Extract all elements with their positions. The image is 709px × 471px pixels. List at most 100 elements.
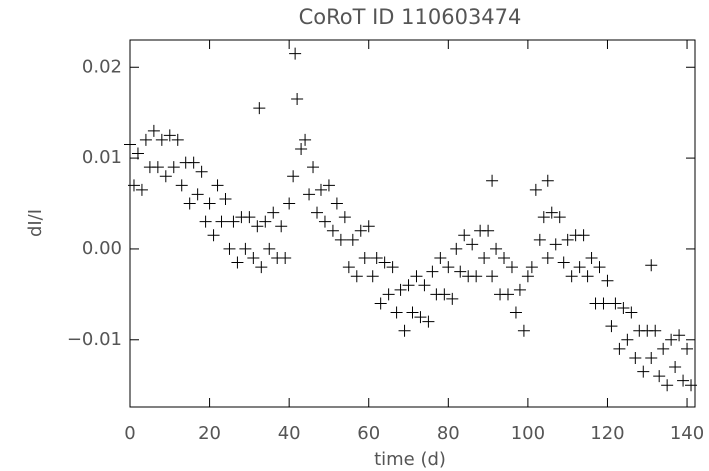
x-tick-label: 120 [590,423,624,444]
data-point [617,301,630,314]
data-point [187,156,200,169]
data-point [677,374,690,387]
data-point [545,206,558,219]
data-point [557,256,570,269]
data-point [247,252,260,265]
data-point [561,233,574,246]
data-point [358,252,371,265]
data-point [338,211,351,224]
data-point [537,211,550,224]
data-point [422,315,435,328]
data-point [322,179,335,192]
data-point [374,297,387,310]
data-point [410,270,423,283]
data-point [661,379,674,392]
data-point [414,311,427,324]
data-point [426,265,439,278]
x-axis-label: time (d) [374,449,446,470]
data-point [565,270,578,283]
data-point [255,261,268,274]
data-point [482,224,495,237]
y-tick-label: −0.01 [67,329,122,350]
data-point [131,147,144,160]
data-point [585,252,598,265]
data-point [442,261,455,274]
y-tick-label: 0.02 [82,56,122,77]
data-point [533,233,546,246]
data-point [541,174,554,187]
data-point [446,292,459,305]
data-point [171,133,184,146]
data-point [525,261,538,274]
data-point [183,197,196,210]
data-point [629,351,642,364]
y-axis-label: dI/I [25,209,46,237]
data-point [458,229,471,242]
data-point [665,333,678,346]
chart-title: CoRoT ID 110603474 [299,5,522,29]
data-point [279,252,292,265]
data-point [685,379,698,392]
data-point [263,242,276,255]
data-point [350,270,363,283]
data-point [645,259,658,272]
data-point [553,211,566,224]
data-point [147,124,160,137]
data-point [195,165,208,178]
data-point [649,324,662,337]
data-point [267,206,280,219]
y-tick-label: 0.01 [82,147,122,168]
data-point [223,242,236,255]
data-point [354,224,367,237]
data-point [378,256,391,269]
data-point [207,229,220,242]
data-point [289,47,302,60]
data-point [203,197,216,210]
data-point [307,161,320,174]
data-point [239,242,252,255]
data-point [175,179,188,192]
data-point [334,233,347,246]
data-point [386,261,399,274]
data-point [295,143,308,156]
data-point [597,297,610,310]
data-point [637,365,650,378]
data-point [191,188,204,201]
data-point [311,206,324,219]
x-tick-label: 40 [278,423,301,444]
plot-frame [129,39,696,408]
data-point [418,279,431,292]
data-point [259,215,272,228]
data-point [470,270,483,283]
data-point [127,179,140,192]
data-point [529,183,542,196]
data-point [342,261,355,274]
data-point [669,361,682,374]
data-point [681,342,694,355]
data-point [219,192,232,205]
data-point [243,211,256,224]
data-point [135,183,148,196]
x-tick-label: 100 [511,423,545,444]
data-point [291,93,304,106]
data-point [490,242,503,255]
data-point [549,238,562,251]
data-point [478,252,491,265]
data-point [283,197,296,210]
data-point [215,215,228,228]
data-point [253,102,266,115]
data-point [541,252,554,265]
data-point [657,342,670,355]
data-point [450,242,463,255]
data-point [346,233,359,246]
data-point [382,288,395,301]
data-point [406,306,419,319]
data-point [621,333,634,346]
data-point [159,170,172,183]
data-point [326,224,339,237]
data-point [211,179,224,192]
data-point [625,306,638,319]
data-point [438,288,451,301]
